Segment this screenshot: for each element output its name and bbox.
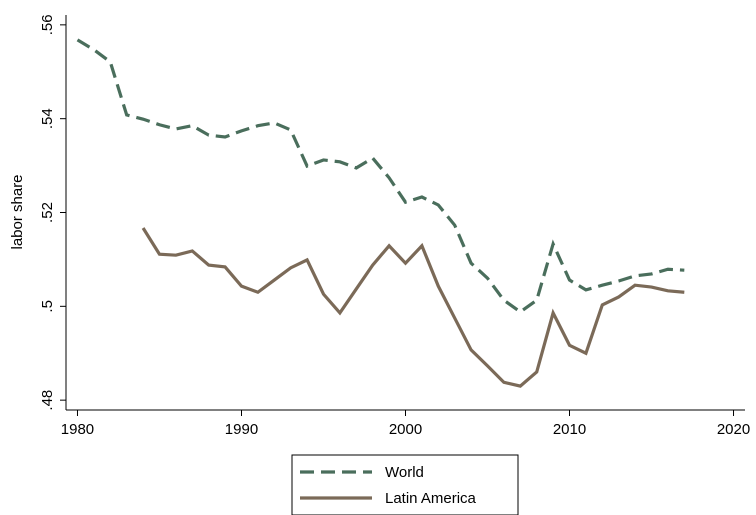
x-tick-label: 1980 <box>61 421 94 438</box>
legend-label: World <box>385 464 424 481</box>
y-tick-label: .52 <box>39 202 56 223</box>
y-tick-label: .56 <box>39 14 56 35</box>
x-tick-label: 1990 <box>225 421 258 438</box>
legend-box <box>291 454 519 515</box>
y-tick-label: .48 <box>39 390 56 411</box>
y-tick-label: .54 <box>39 108 56 129</box>
x-tick-label: 2010 <box>553 421 586 438</box>
series-line <box>76 38 685 314</box>
legend-label: Latin America <box>385 490 477 507</box>
series-line <box>141 227 685 388</box>
x-tick-label: 2020 <box>717 421 750 438</box>
y-tick-label: .5 <box>39 300 56 313</box>
x-tick-label: 2000 <box>389 421 422 438</box>
y-axis-label: labor share <box>9 174 26 249</box>
